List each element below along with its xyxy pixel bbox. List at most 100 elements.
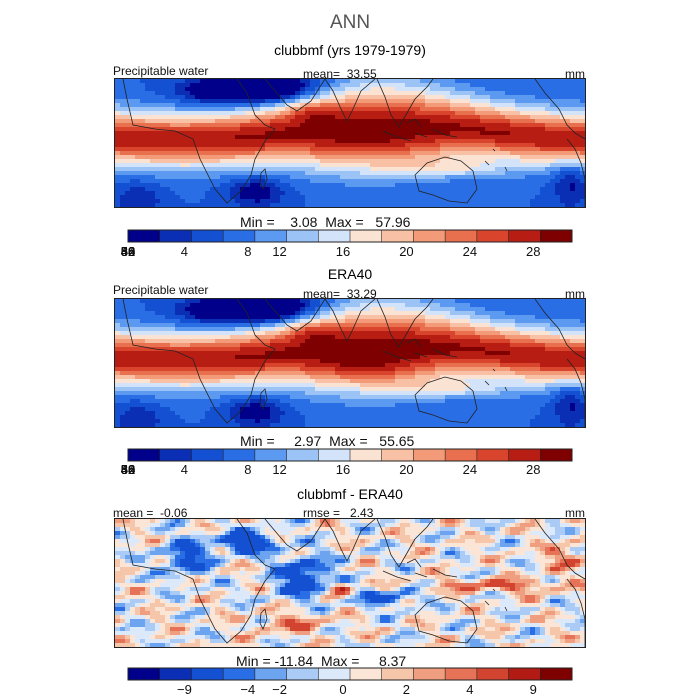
map-cell (350, 87, 356, 92)
map-cell (310, 167, 316, 172)
map-cell (365, 131, 371, 136)
map-cell (270, 371, 276, 376)
map-cell (125, 307, 131, 312)
map-cell (360, 363, 366, 368)
map-cell (360, 375, 366, 380)
map-cell (410, 335, 416, 340)
map-cell (170, 327, 176, 332)
map-cell (570, 99, 576, 104)
map-cell (190, 379, 196, 384)
map-cell (560, 347, 566, 352)
map-cell (355, 159, 361, 164)
map-cell (325, 351, 331, 356)
map-cell (440, 319, 446, 324)
map-cell (485, 79, 491, 84)
map-cell (220, 135, 226, 140)
map-cell (445, 199, 451, 204)
map-cell (440, 135, 446, 140)
map-cell (495, 203, 501, 207)
map-cell (515, 375, 521, 380)
map-cell (220, 323, 226, 328)
map-cell (385, 191, 391, 196)
colorbar-tick-label: 36 (120, 244, 136, 259)
map-cell (470, 375, 476, 380)
map-cell (270, 367, 276, 372)
map-cell (425, 79, 431, 84)
map-cell (480, 371, 486, 376)
map-cell (515, 371, 521, 376)
map-cell (455, 303, 461, 308)
map-cell (195, 355, 201, 360)
map-cell (150, 351, 156, 356)
map-cell (550, 191, 556, 196)
map-cell (555, 115, 561, 120)
map-cell (365, 171, 371, 176)
map-cell (175, 143, 181, 148)
map-cell (570, 83, 576, 88)
map-cell (335, 167, 341, 172)
map-cell (160, 199, 166, 204)
map-cell (390, 103, 396, 108)
map-cell (580, 91, 585, 96)
map-cell (240, 355, 246, 360)
map-cell (305, 147, 311, 152)
map-cell (220, 111, 226, 116)
map-cell (470, 87, 476, 92)
map-cell (120, 151, 126, 156)
map-cell (245, 335, 251, 340)
map-cell (195, 319, 201, 324)
map-cell (115, 203, 121, 207)
map-cell (290, 351, 296, 356)
map-cell (335, 195, 341, 200)
map-cell (165, 187, 171, 192)
map-cell (220, 331, 226, 336)
map-cell (190, 155, 196, 160)
map-cell (330, 323, 336, 328)
map-cell (575, 375, 581, 380)
map-cell (145, 315, 151, 320)
map-cell (335, 343, 341, 348)
map-cell (510, 375, 516, 380)
map-cell (570, 367, 576, 372)
map-cell (395, 107, 401, 112)
map-cell (415, 187, 421, 192)
map-cell (200, 319, 206, 324)
map-cell (435, 203, 441, 207)
map-cell (400, 311, 406, 316)
map-cell (485, 339, 491, 344)
map-cell (375, 339, 381, 344)
map-cell (265, 115, 271, 120)
map-cell (435, 299, 441, 304)
map-cell (375, 175, 381, 180)
map-cell (190, 87, 196, 92)
map-cell (115, 183, 121, 188)
map-cell (145, 159, 151, 164)
map-cell (375, 151, 381, 156)
map-cell (580, 367, 585, 372)
map-cell (270, 151, 276, 156)
map-cell (320, 343, 326, 348)
map-cell (140, 319, 146, 324)
map-cell (460, 183, 466, 188)
map-cell (240, 311, 246, 316)
map-cell (420, 343, 426, 348)
map-cell (560, 299, 566, 304)
map-cell (165, 175, 171, 180)
map-cell (160, 151, 166, 156)
map-cell (420, 299, 426, 304)
map-cell (495, 171, 501, 176)
map-cell (155, 355, 161, 360)
map-cell (450, 91, 456, 96)
map-cell (530, 183, 536, 188)
map-cell (465, 159, 471, 164)
map-cell (335, 299, 341, 304)
map-cell (540, 163, 546, 168)
map-cell (495, 323, 501, 328)
map-cell (115, 331, 121, 336)
map-cell (460, 135, 466, 140)
map-cell (455, 87, 461, 92)
map-cell (410, 307, 416, 312)
map-cell (330, 319, 336, 324)
map-cell (525, 95, 531, 100)
map-cell (445, 311, 451, 316)
